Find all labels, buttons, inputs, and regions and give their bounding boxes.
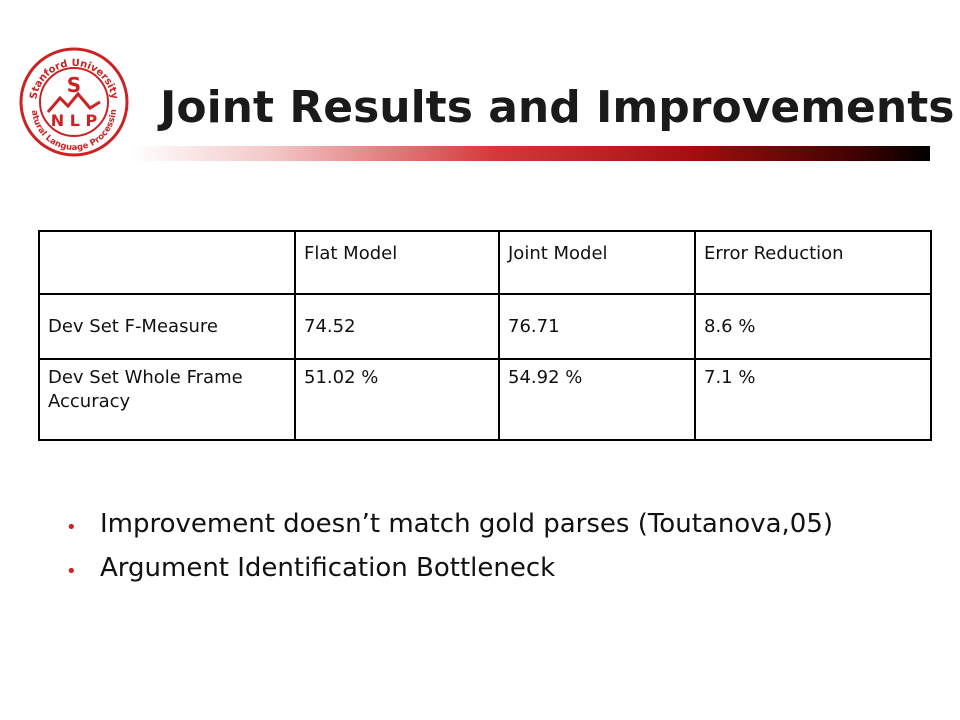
- table-row: Dev Set F-Measure 74.52 76.71 8.6 %: [38, 293, 932, 361]
- bullet-text: Argument Identification Bottleneck: [100, 553, 556, 583]
- table-header-cell: Flat Model: [294, 229, 500, 296]
- table-cell: 51.02 %: [294, 358, 500, 441]
- table-header-cell: [38, 229, 296, 296]
- logo-letters-nlp: N L P: [51, 111, 98, 130]
- bullet-text: Improvement doesn’t match gold parses (T…: [100, 509, 834, 539]
- results-table: Flat Model Joint Model Error Reduction D…: [38, 229, 932, 441]
- stanford-nlp-logo: Stanford University Natural Language Pro…: [18, 46, 129, 157]
- table-cell: Dev Set Whole Frame Accuracy: [38, 358, 296, 441]
- table-cell: 8.6 %: [694, 293, 932, 361]
- mountain-icon: [46, 91, 101, 113]
- bullet-item: • Argument Identification Bottleneck: [66, 552, 940, 584]
- table-header-cell: Joint Model: [498, 229, 696, 296]
- table-cell: 7.1 %: [694, 358, 932, 441]
- table-cell: 74.52: [294, 293, 500, 361]
- table-cell: Dev Set F-Measure: [38, 293, 296, 361]
- bullet-dot-icon: •: [66, 517, 77, 538]
- title-underline-bar: [130, 146, 930, 161]
- logo-letter-s: S: [67, 73, 81, 97]
- bullet-item: • Improvement doesn’t match gold parses …: [66, 508, 940, 540]
- table-header-row: Flat Model Joint Model Error Reduction: [38, 229, 932, 296]
- table-header-cell: Error Reduction: [694, 229, 932, 296]
- slide-title: Joint Results and Improvements: [160, 82, 955, 133]
- table-row: Dev Set Whole Frame Accuracy 51.02 % 54.…: [38, 358, 932, 441]
- table-cell: 76.71: [498, 293, 696, 361]
- table-cell: 54.92 %: [498, 358, 696, 441]
- bullet-list: • Improvement doesn’t match gold parses …: [66, 508, 940, 596]
- bullet-dot-icon: •: [66, 561, 77, 582]
